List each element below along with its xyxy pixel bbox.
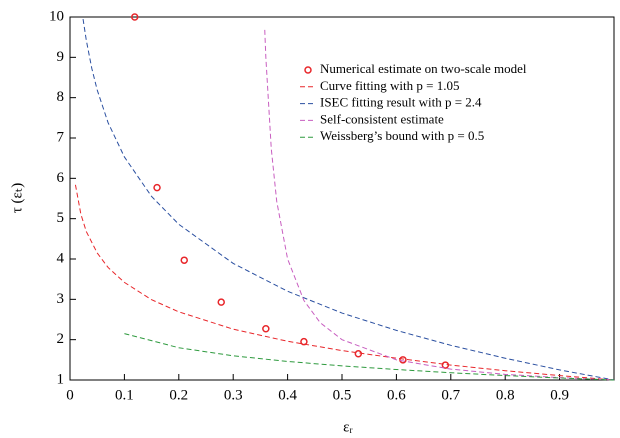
data-line: [74, 184, 615, 381]
x-tick-label: 0.4: [278, 387, 297, 403]
data-line: [124, 333, 615, 381]
x-tick-label: 0.9: [550, 387, 569, 403]
y-tick-label: 9: [57, 49, 65, 65]
y-tick-label: 7: [57, 129, 65, 145]
data-point: [130, 13, 139, 21]
legend-label: Weissberg’s bound with p = 0.5: [320, 128, 484, 143]
y-tick-label: 5: [57, 210, 65, 226]
x-tick-label: 0.6: [387, 387, 406, 403]
x-tick-label: 0.2: [169, 387, 188, 403]
x-tick-label: 0.5: [333, 387, 352, 403]
x-axis-label: εᵣ: [343, 419, 353, 435]
legend-marker: [304, 66, 312, 74]
data-point: [354, 350, 363, 358]
legend-label: Self-consistent estimate: [320, 111, 444, 126]
y-tick-label: 6: [57, 170, 65, 186]
x-tick-label: 0.3: [224, 387, 243, 403]
data-point: [399, 356, 407, 364]
data-point: [217, 298, 225, 306]
data-point: [153, 183, 161, 192]
x-tick-label: 0.7: [441, 387, 460, 403]
x-tick-label: 0.1: [115, 387, 134, 403]
y-tick-label: 8: [57, 89, 65, 105]
legend-label: Curve fitting with p = 1.05: [320, 78, 460, 93]
legend-label: ISEC fitting result with p = 2.4: [320, 95, 482, 110]
data-point: [300, 337, 308, 346]
y-tick-label: 3: [57, 291, 65, 307]
data-point: [262, 325, 270, 333]
data-point: [180, 256, 188, 264]
x-tick-label: 0.8: [496, 387, 515, 403]
data-line: [264, 29, 615, 381]
data-line: [82, 18, 615, 381]
y-tick-label: 4: [57, 250, 65, 266]
y-axis-label: τ (εₜ): [9, 183, 25, 214]
legend-label: Numerical estimate on two-scale model: [320, 61, 527, 76]
y-tick-label: 1: [57, 371, 65, 387]
x-tick-label: 0: [66, 387, 74, 403]
y-tick-label: 10: [49, 8, 64, 24]
y-tick-label: 2: [57, 331, 65, 347]
